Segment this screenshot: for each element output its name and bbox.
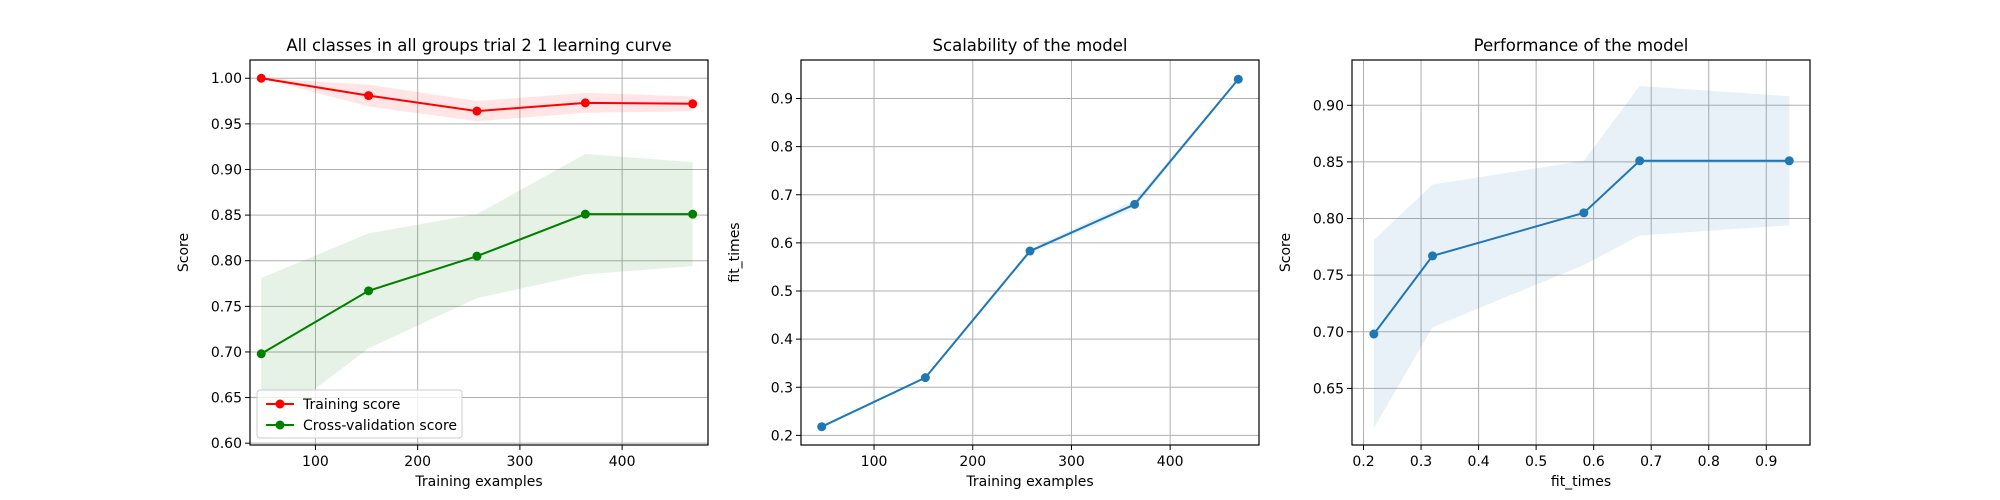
y-tick-label: 0.70 (1313, 325, 1344, 341)
x-tick-label: 0.5 (1525, 454, 1547, 470)
grid (801, 60, 1259, 445)
bands (1373, 86, 1790, 429)
y-tick-label: 0.75 (211, 299, 242, 315)
axes-frame (1351, 59, 1811, 446)
legend-swatch-training-marker (275, 399, 285, 409)
series-0-point (1369, 329, 1379, 339)
plot-frame (1351, 59, 1811, 446)
axes-frame (249, 59, 709, 446)
ticks: 100 200 300 400 0.60 0.65 0.70 0.75 0.80 0.85 0.90… (211, 71, 636, 470)
cross-validation-score-point (256, 349, 266, 359)
training-score-point (688, 99, 698, 109)
y-axis-label: Score (1278, 233, 1294, 272)
cross-validation-score-point (688, 209, 698, 219)
x-tick-label: 400 (609, 454, 636, 470)
cross-validation-score-band (261, 153, 693, 430)
series-0-point (1233, 74, 1243, 84)
x-tick-label: 0.9 (1755, 454, 1777, 470)
series-0-point (920, 373, 930, 383)
y-tick-label: 0.85 (211, 208, 242, 224)
cross-validation-score-point (364, 286, 374, 296)
series-0-point (1579, 208, 1589, 218)
y-tick-label: 0.95 (211, 117, 242, 133)
x-tick-label: 200 (959, 454, 986, 470)
axes-frame (800, 59, 1260, 446)
bands (261, 78, 693, 430)
x-tick-label: 0.7 (1640, 454, 1662, 470)
y-tick-label: 0.9 (771, 92, 793, 108)
x-axis-label: fit_times (1551, 474, 1611, 490)
scalability-chart: 100 200 300 400 0.2 0.3 0.4 0.5 0.6 0.7 0.8 0.9 Sca… (727, 36, 1260, 490)
y-tick-label: 0.80 (1313, 212, 1344, 228)
series-0-point (1784, 156, 1794, 166)
x-tick-label: 0.8 (1698, 454, 1720, 470)
series-0-point (817, 422, 827, 432)
legend-label-training: Training score (302, 397, 400, 413)
y-tick-label: 0.90 (211, 162, 242, 178)
x-axis-label: Training examples (414, 474, 542, 490)
y-axis-label: fit_times (727, 222, 743, 282)
cross-validation-score-point (580, 209, 590, 219)
y-tick-label: 0.2 (771, 428, 793, 444)
cross-validation-score-point (472, 251, 482, 261)
y-tick-label: 0.4 (771, 332, 793, 348)
x-tick-label: 0.6 (1583, 454, 1605, 470)
x-tick-label: 200 (404, 454, 431, 470)
ticks: 100 200 300 400 0.2 0.3 0.4 0.5 0.6 0.7 0.8 0.9 (771, 92, 1184, 471)
grid (1352, 60, 1810, 445)
x-tick-label: 300 (507, 454, 534, 470)
y-tick-label: 0.65 (211, 391, 242, 407)
lines (256, 73, 698, 359)
series-0-point (1428, 251, 1438, 261)
x-tick-label: 100 (302, 454, 329, 470)
learning-curve-chart: 100 200 300 400 0.60 0.65 0.70 0.75 0.80 0.85 0.90… (176, 36, 709, 490)
lines (817, 74, 1243, 432)
y-tick-label: 0.80 (211, 254, 242, 270)
training-score-band (261, 78, 693, 122)
y-tick-label: 0.8 (771, 140, 793, 156)
chart-title: Scalability of the model (933, 36, 1128, 55)
legend-swatch-cv-marker (275, 420, 285, 430)
training-score-point (364, 91, 374, 101)
lines (1369, 156, 1794, 339)
x-axis-label: Training examples (965, 474, 1093, 490)
legend-box (256, 389, 463, 439)
x-tick-label: 300 (1058, 454, 1085, 470)
y-tick-label: 0.75 (1313, 268, 1344, 284)
y-axis-label: Score (176, 233, 192, 272)
chart-title: Performance of the model (1474, 36, 1689, 55)
y-tick-label: 0.5 (771, 284, 793, 300)
y-tick-label: 0.65 (1313, 381, 1344, 397)
y-tick-label: 0.7 (771, 188, 793, 204)
training-score-point (256, 73, 266, 83)
x-tick-label: 0.3 (1410, 454, 1432, 470)
training-score-point (580, 98, 590, 108)
y-tick-label: 0.70 (211, 345, 242, 361)
x-tick-label: 400 (1157, 454, 1184, 470)
series-0-point (1635, 156, 1645, 166)
x-tick-label: 0.4 (1467, 454, 1489, 470)
y-tick-label: 0.6 (771, 236, 793, 252)
y-tick-label: 0.90 (1313, 98, 1344, 114)
y-tick-label: 0.85 (1313, 155, 1344, 171)
plot-frame (800, 59, 1260, 446)
y-tick-label: 1.00 (211, 71, 242, 87)
performance-chart: 0.2 0.3 0.4 0.5 0.6 0.7 0.8 0.9 0.65 0.70 0.75 0.80… (1278, 36, 1811, 490)
y-tick-label: 0.3 (771, 380, 793, 396)
training-score-point (472, 106, 482, 116)
y-tick-label: 0.60 (211, 436, 242, 452)
ticks: 0.2 0.3 0.4 0.5 0.6 0.7 0.8 0.9 0.65 0.70 0.75 0.80… (1313, 98, 1778, 470)
x-tick-label: 0.2 (1352, 454, 1374, 470)
series-0-band (1373, 86, 1790, 429)
series-0-point (1130, 199, 1140, 209)
legend: Training score Cross-validation score (256, 389, 463, 439)
series-0-point (1025, 246, 1035, 256)
plot-frame (249, 59, 709, 446)
legend-label-cross-validation: Cross-validation score (303, 418, 457, 434)
chart-title: All classes in all groups trial 2 1 lear… (286, 36, 671, 55)
x-tick-label: 100 (861, 454, 888, 470)
